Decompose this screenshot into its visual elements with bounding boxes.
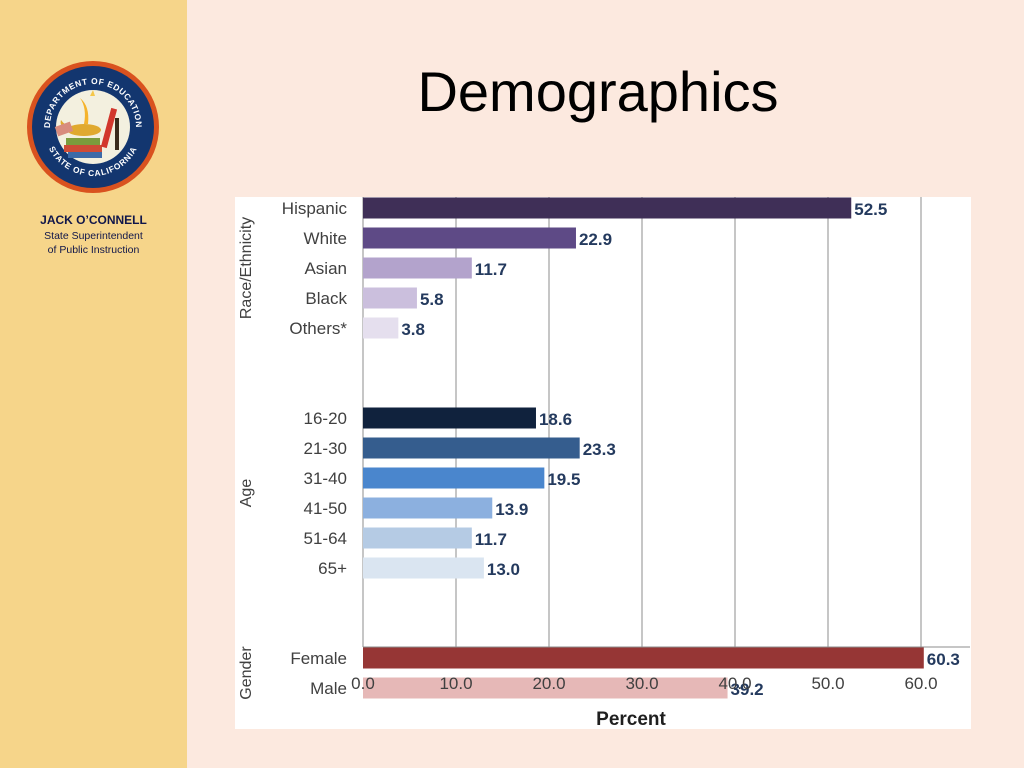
superintendent-name: JACK O’CONNELL	[40, 213, 147, 227]
bar-51-64	[363, 527, 472, 549]
bar-white	[363, 227, 576, 249]
category-label: 21-30	[304, 439, 347, 458]
data-label: 13.9	[495, 500, 528, 519]
category-label: Male	[310, 679, 347, 698]
bar-21-30	[363, 437, 580, 459]
category-label: Black	[305, 289, 347, 308]
data-label: 39.2	[731, 680, 764, 699]
data-label: 18.6	[539, 410, 572, 429]
x-tick-label: 20.0	[532, 674, 565, 693]
category-label: 51-64	[304, 529, 347, 548]
demographics-bar-chart: Hispanic 52.5 White 22.9 Asian 11.7 Black 5.8 Ot…	[235, 197, 971, 730]
bar-65-	[363, 557, 484, 579]
bar-16-20	[363, 407, 536, 429]
bar-others-	[363, 317, 399, 339]
data-label: 11.7	[475, 530, 507, 549]
data-label: 52.5	[854, 200, 887, 219]
slide-title: Demographics	[417, 60, 779, 123]
x-tick-label: 30.0	[625, 674, 658, 693]
chart-svg: Hispanic 52.5 White 22.9 Asian 11.7 Black 5.8 Ot…	[238, 197, 970, 730]
bar-31-40	[363, 467, 545, 489]
x-tick-label: 10.0	[439, 674, 472, 693]
x-tick-label: 0.0	[351, 674, 375, 693]
category-label: 31-40	[304, 469, 347, 488]
bar-male	[363, 677, 728, 699]
category-label: Female	[290, 649, 347, 668]
data-label: 3.8	[401, 320, 425, 339]
department-of-education-seal: DEPARTMENT OF EDUCATION STATE OF CALIFOR…	[27, 61, 159, 193]
superintendent-title-line1: State Superintendent	[44, 230, 143, 242]
x-axis-title: Percent	[596, 709, 666, 729]
bar-asian	[363, 257, 472, 279]
group-label: Age	[238, 479, 255, 508]
bar-female	[363, 647, 924, 669]
category-label: Hispanic	[282, 199, 348, 218]
data-label: 23.3	[583, 440, 616, 459]
category-label: Asian	[304, 259, 347, 278]
category-label: 16-20	[304, 409, 347, 428]
bar-hispanic	[363, 197, 852, 219]
data-label: 13.0	[487, 560, 520, 579]
category-label: Others*	[289, 319, 347, 338]
data-label: 60.3	[927, 650, 960, 669]
x-tick-label: 40.0	[718, 674, 751, 693]
sidebar: DEPARTMENT OF EDUCATION STATE OF CALIFOR…	[0, 0, 187, 768]
category-label: 65+	[318, 559, 347, 578]
category-label: 41-50	[304, 499, 347, 518]
group-label: Race/Ethnicity	[238, 217, 255, 319]
superintendent-title-line2: of Public Instruction	[47, 244, 140, 256]
bar-41-50	[363, 497, 493, 519]
data-label: 5.8	[420, 290, 444, 309]
x-tick-label: 60.0	[904, 674, 937, 693]
data-label: 19.5	[547, 470, 580, 489]
x-tick-label: 50.0	[811, 674, 844, 693]
group-label: Gender	[238, 646, 255, 700]
data-label: 22.9	[579, 230, 612, 249]
category-label: White	[304, 229, 347, 248]
bar-black	[363, 287, 417, 309]
data-label: 11.7	[475, 260, 507, 279]
